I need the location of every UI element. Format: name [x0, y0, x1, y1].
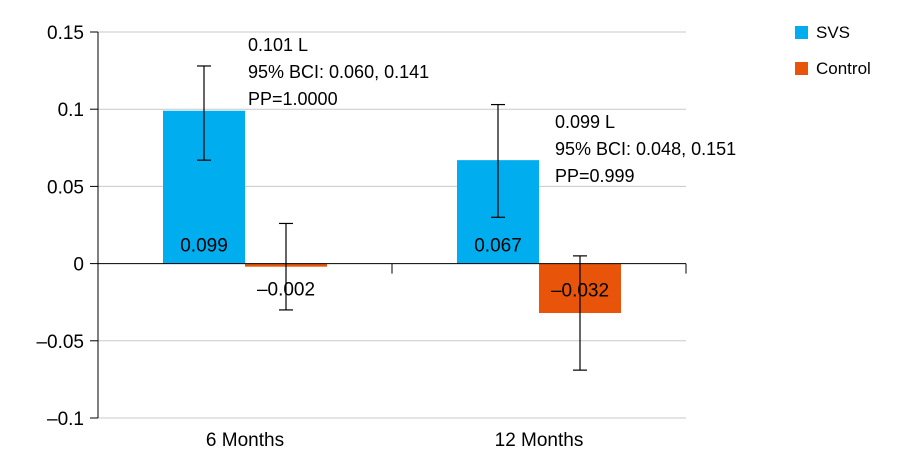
y-tick-label-1: 0.1 — [58, 100, 84, 121]
annotation-1-line-2: PP=0.999 — [555, 166, 635, 186]
legend-swatch-svs — [795, 26, 808, 39]
data-label-control-0: –0.002 — [257, 280, 315, 301]
legend-label-control: Control — [816, 59, 871, 78]
axes: 0.15 0.1 0.05 0 –0.05 –0.1 6 Months 12 Months — [36, 23, 687, 451]
category-label-0: 6 Months — [206, 430, 284, 451]
annotations: 0.101 L 95% BCI: 0.060, 0.141 PP=1.0000 0.0… — [248, 35, 736, 186]
legend-swatch-control — [795, 62, 808, 75]
data-labels: 0.099 –0.002 0.067 –0.032 — [180, 236, 609, 302]
y-tick-label-4: –0.05 — [36, 332, 84, 353]
annotation-1-line-0: 0.099 L — [555, 112, 615, 132]
y-tick-label-0: 0.15 — [47, 23, 84, 44]
data-label-svs-0: 0.099 — [180, 236, 228, 257]
legend-label-svs: SVS — [816, 23, 850, 42]
annotation-0-line-0: 0.101 L — [248, 35, 308, 55]
legend: SVS Control — [795, 23, 871, 78]
y-tick-label-5: –0.1 — [47, 409, 84, 430]
data-label-control-1: –0.032 — [551, 280, 609, 301]
annotation-0: 0.101 L 95% BCI: 0.060, 0.141 PP=1.0000 — [248, 35, 429, 109]
error-bars — [197, 65, 587, 371]
y-tick-label-2: 0.05 — [47, 177, 84, 198]
data-label-svs-1: 0.067 — [474, 236, 522, 257]
annotation-0-line-2: PP=1.0000 — [248, 89, 338, 109]
annotation-1-line-1: 95% BCI: 0.048, 0.151 — [555, 139, 736, 159]
y-tick-label-3: 0 — [73, 255, 84, 276]
category-label-1: 12 Months — [495, 430, 584, 451]
annotation-0-line-1: 95% BCI: 0.060, 0.141 — [248, 62, 429, 82]
annotation-1: 0.099 L 95% BCI: 0.048, 0.151 PP=0.999 — [555, 112, 736, 186]
